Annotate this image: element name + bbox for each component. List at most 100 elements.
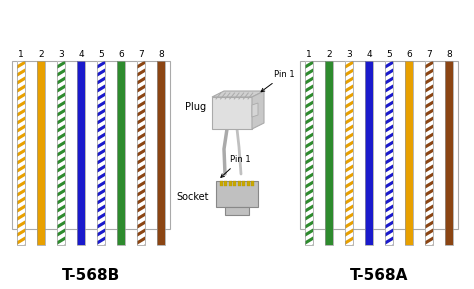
Polygon shape	[425, 172, 433, 181]
Text: 3: 3	[58, 50, 64, 59]
Polygon shape	[425, 220, 433, 229]
Polygon shape	[425, 148, 433, 157]
Polygon shape	[345, 228, 353, 237]
Polygon shape	[17, 84, 25, 93]
Polygon shape	[385, 60, 393, 69]
Text: 8: 8	[446, 50, 452, 59]
Polygon shape	[345, 36, 353, 45]
Polygon shape	[17, 204, 25, 213]
Polygon shape	[97, 180, 105, 189]
Polygon shape	[305, 140, 313, 149]
Polygon shape	[425, 204, 433, 213]
Polygon shape	[97, 244, 105, 253]
Polygon shape	[17, 148, 25, 157]
Polygon shape	[425, 244, 433, 253]
Polygon shape	[17, 244, 25, 253]
Bar	[405, 61, 413, 245]
Polygon shape	[425, 252, 433, 261]
Polygon shape	[305, 244, 313, 253]
Polygon shape	[17, 52, 25, 61]
Polygon shape	[425, 236, 433, 245]
Polygon shape	[345, 244, 353, 253]
Polygon shape	[425, 76, 433, 85]
Polygon shape	[57, 220, 65, 229]
Polygon shape	[57, 156, 65, 165]
Polygon shape	[305, 116, 313, 125]
Polygon shape	[97, 44, 105, 53]
Polygon shape	[345, 180, 353, 189]
Polygon shape	[385, 36, 393, 45]
Polygon shape	[137, 68, 145, 77]
Text: 5: 5	[386, 50, 392, 59]
Polygon shape	[57, 28, 65, 37]
Text: 7: 7	[138, 50, 144, 59]
Polygon shape	[17, 20, 25, 29]
Polygon shape	[97, 196, 105, 205]
Polygon shape	[137, 116, 145, 125]
Bar	[224, 181, 228, 186]
Polygon shape	[385, 148, 393, 157]
Polygon shape	[345, 188, 353, 197]
Polygon shape	[385, 108, 393, 117]
Polygon shape	[137, 188, 145, 197]
Polygon shape	[385, 156, 393, 165]
Text: 3: 3	[346, 50, 352, 59]
Polygon shape	[425, 20, 433, 29]
Polygon shape	[57, 140, 65, 149]
Polygon shape	[425, 140, 433, 149]
Polygon shape	[17, 196, 25, 205]
Polygon shape	[345, 100, 353, 109]
Polygon shape	[137, 60, 145, 69]
Polygon shape	[305, 68, 313, 77]
Polygon shape	[57, 228, 65, 237]
Polygon shape	[17, 156, 25, 165]
Polygon shape	[305, 156, 313, 165]
Polygon shape	[57, 20, 65, 29]
Polygon shape	[305, 20, 313, 29]
Bar	[219, 181, 223, 186]
Polygon shape	[305, 180, 313, 189]
Polygon shape	[345, 156, 353, 165]
Bar	[17, 61, 25, 245]
Text: Pin 1: Pin 1	[221, 155, 251, 177]
Polygon shape	[97, 228, 105, 237]
Polygon shape	[425, 156, 433, 165]
Polygon shape	[345, 108, 353, 117]
Polygon shape	[425, 28, 433, 37]
Text: 4: 4	[366, 50, 372, 59]
Polygon shape	[57, 252, 65, 261]
Text: 8: 8	[158, 50, 164, 59]
Polygon shape	[305, 36, 313, 45]
Polygon shape	[17, 44, 25, 53]
Polygon shape	[385, 52, 393, 61]
Polygon shape	[425, 180, 433, 189]
Polygon shape	[97, 172, 105, 181]
Bar	[425, 61, 433, 245]
Polygon shape	[17, 132, 25, 141]
Polygon shape	[137, 100, 145, 109]
Polygon shape	[17, 180, 25, 189]
Text: Pin 1: Pin 1	[261, 70, 295, 92]
Bar	[77, 61, 85, 245]
Polygon shape	[305, 188, 313, 197]
Bar	[137, 61, 145, 245]
Polygon shape	[345, 132, 353, 141]
Bar	[345, 61, 353, 245]
Text: Plug: Plug	[185, 102, 206, 112]
Polygon shape	[345, 92, 353, 101]
Polygon shape	[425, 196, 433, 205]
Polygon shape	[305, 236, 313, 245]
Polygon shape	[305, 252, 313, 261]
Polygon shape	[425, 68, 433, 77]
Bar	[305, 61, 313, 245]
Bar	[237, 181, 241, 186]
Bar	[300, 61, 458, 229]
Bar	[445, 61, 453, 245]
Bar	[37, 61, 45, 245]
Polygon shape	[385, 84, 393, 93]
Polygon shape	[137, 44, 145, 53]
Polygon shape	[425, 36, 433, 45]
Bar	[212, 97, 252, 129]
Polygon shape	[305, 52, 313, 61]
Polygon shape	[57, 164, 65, 173]
